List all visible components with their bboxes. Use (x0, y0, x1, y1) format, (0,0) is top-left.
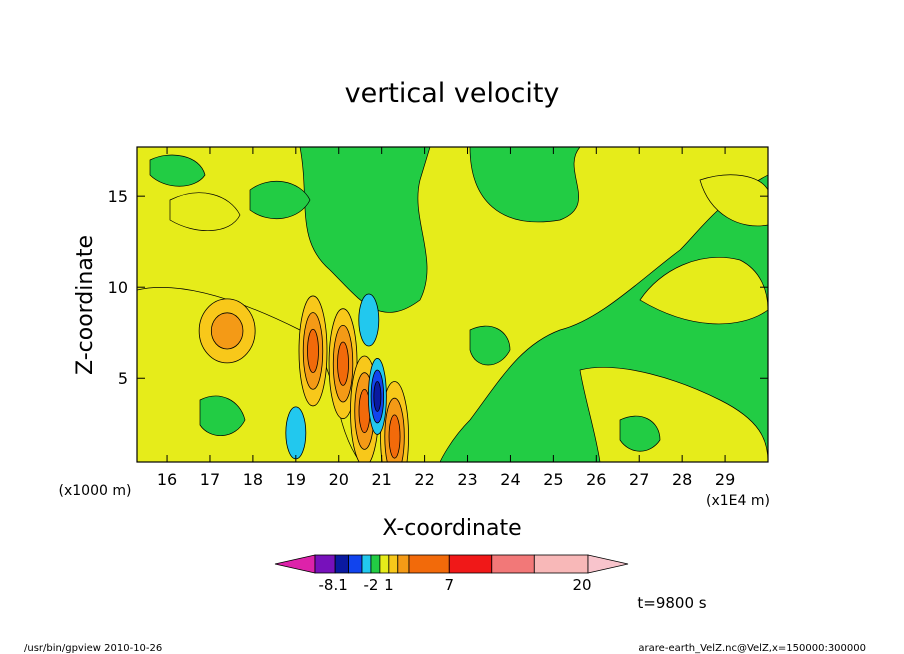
colorbar-tick-label: 20 (572, 576, 591, 594)
weak-updraft-region (169, 192, 241, 231)
x-tick-label: 24 (500, 470, 520, 489)
colorbar-box (314, 554, 336, 574)
y-axis: 5 10 15 (108, 187, 768, 388)
downdraft-contour (373, 381, 382, 412)
time-label: t=9800 s (637, 594, 706, 612)
y-tick-label: 5 (118, 369, 128, 388)
footer-right: arare-earth_VelZ.nc@VelZ,x=150000:300000 (638, 643, 866, 654)
weak-updraft-region (699, 174, 768, 227)
colorbar-box (448, 554, 493, 574)
x-tick-label: 21 (371, 470, 391, 489)
plot-frame (136, 146, 769, 463)
colorbar-box (379, 554, 390, 574)
x-axis: 16 17 18 19 20 21 22 23 24 25 26 27 28 29 (157, 147, 735, 489)
x-tick-label: 28 (672, 470, 692, 489)
colorbar-box (370, 554, 381, 574)
weak-downdraft-region (249, 181, 311, 219)
weak-downdraft-region (149, 154, 206, 187)
x-tick-label: 25 (543, 470, 563, 489)
x-tick-label: 16 (157, 470, 177, 489)
footer-left: /usr/bin/gpview 2010-10-26 (24, 643, 162, 654)
x-tick-label: 17 (200, 470, 220, 489)
updraft-contour (388, 414, 401, 459)
colorbar-box (397, 554, 410, 574)
y-tick-label: 15 (108, 187, 128, 206)
y-unit-note: (x1000 m) (59, 483, 132, 499)
x-tick-label: 26 (586, 470, 606, 489)
colorbar-box (491, 554, 535, 574)
weak-updraft-region (639, 257, 768, 325)
colorbar-high-extension (587, 554, 629, 574)
chart-title: vertical velocity (345, 78, 560, 109)
colorbar-tick-label: 1 (384, 576, 394, 594)
weak-downdraft-region (619, 415, 661, 452)
downdraft-contour (358, 293, 380, 347)
x-tick-label: 22 (414, 470, 434, 489)
colorbar-box (361, 554, 372, 574)
x-unit-note: (x1E4 m) (706, 493, 770, 509)
y-tick-label: 10 (108, 278, 128, 297)
colorbar-box (388, 554, 399, 574)
colorbar-box (533, 554, 589, 574)
weak-downdraft-region (469, 325, 511, 366)
y-axis-label: Z-coordinate (73, 235, 98, 375)
updraft-contour (307, 328, 319, 373)
updraft-contour (210, 312, 244, 350)
colorbar-low-extension (274, 554, 316, 574)
x-tick-label: 23 (457, 470, 477, 489)
x-tick-label: 18 (243, 470, 263, 489)
x-tick-label: 20 (329, 470, 349, 489)
x-tick-label: 29 (715, 470, 735, 489)
x-tick-label: 19 (286, 470, 306, 489)
updraft-contour (337, 341, 349, 386)
plot-area (137, 147, 768, 462)
x-axis-label: X-coordinate (382, 516, 521, 541)
colorbar-box (334, 554, 349, 574)
weak-downdraft-region (199, 395, 246, 437)
downdraft-contour (285, 406, 307, 460)
colorbar-box (348, 554, 363, 574)
colorbar-tick-labels: -8.1 -2 1 7 20 (318, 576, 591, 594)
x-tick-label: 27 (629, 470, 649, 489)
colorbar-tick-label: -8.1 (318, 576, 347, 594)
colorbar-tick-label: 7 (444, 576, 454, 594)
colorbar (274, 554, 629, 574)
colorbar-box (408, 554, 450, 574)
colorbar-tick-label: -2 (363, 576, 378, 594)
